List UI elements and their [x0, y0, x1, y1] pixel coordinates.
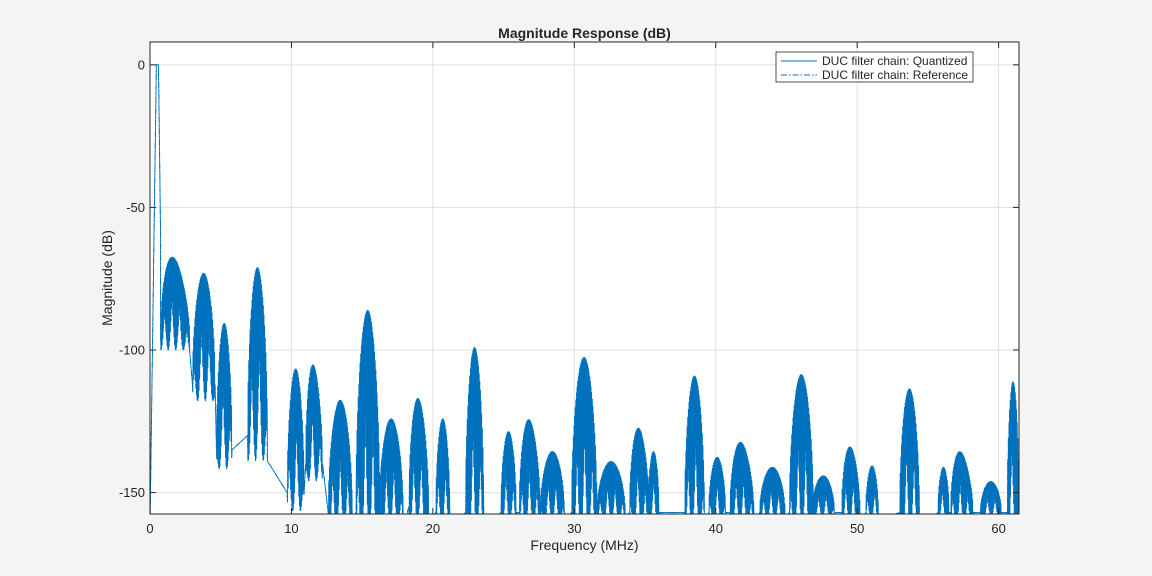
legend-entry-quantized: DUC filter chain: Quantized	[822, 54, 967, 68]
x-tick-label: 50	[850, 521, 864, 536]
y-tick-label: 0	[138, 57, 145, 72]
x-tick-label: 60	[991, 521, 1005, 536]
x-tick-labels: 0 10 20 30 40 50 60	[146, 521, 1005, 536]
axis-ticks	[149, 42, 1019, 514]
x-tick-label: 20	[426, 521, 440, 536]
y-tick-labels: 0 -50 -100 -150	[119, 57, 145, 500]
legend-entry-reference: DUC filter chain: Reference	[822, 68, 968, 82]
plot-border	[149, 41, 1020, 515]
x-tick-label: 30	[567, 521, 581, 536]
legend[interactable]: DUC filter chain: Quantized DUC filter c…	[775, 51, 974, 83]
x-tick-label: 40	[709, 521, 723, 536]
chart-title: Magnitude Response (dB)	[498, 25, 671, 41]
series-line-quantized	[150, 64, 1019, 514]
x-tick-label: 0	[146, 521, 153, 536]
y-axis-label: Magnitude (dB)	[99, 230, 115, 326]
legend-box	[775, 51, 974, 83]
x-tick-label: 10	[284, 521, 298, 536]
y-tick-label: -100	[119, 343, 145, 358]
y-tick-label: -150	[119, 485, 145, 500]
y-tick-label: -50	[126, 200, 145, 215]
x-axis-label: Frequency (MHz)	[530, 537, 638, 553]
